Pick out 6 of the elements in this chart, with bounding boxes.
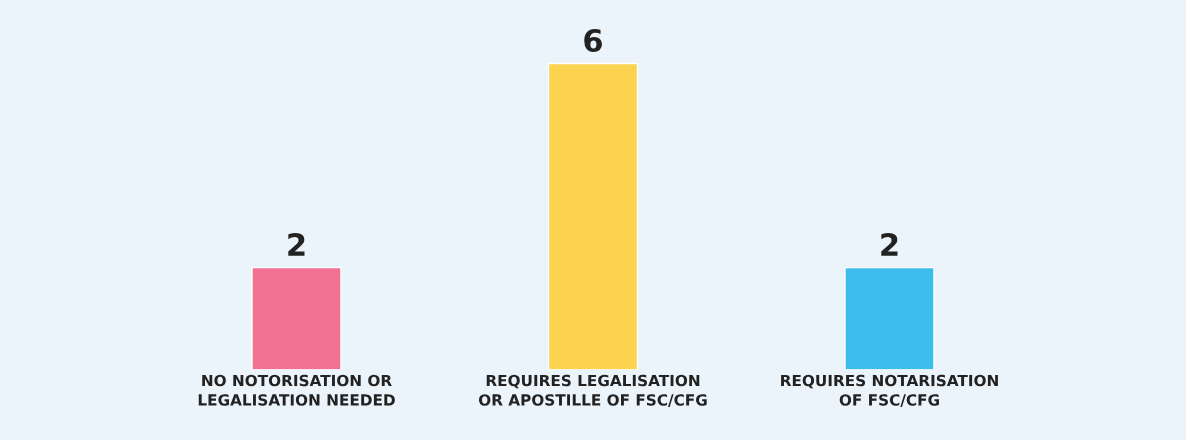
data-label: 2	[881, 232, 898, 256]
x-tick-label: REQUIRES LEGALISATION OR APOSTILLE OF FSC/CFG	[478, 374, 707, 407]
x-tick-label: REQUIRES NOTARISATION OF FSC/CFG	[781, 374, 998, 407]
x-tick-label: NO NOTORISATION OR LEGALISATION NEEDED	[198, 374, 395, 406]
data-label: 6	[584, 28, 602, 53]
data-label: 2	[288, 232, 305, 256]
